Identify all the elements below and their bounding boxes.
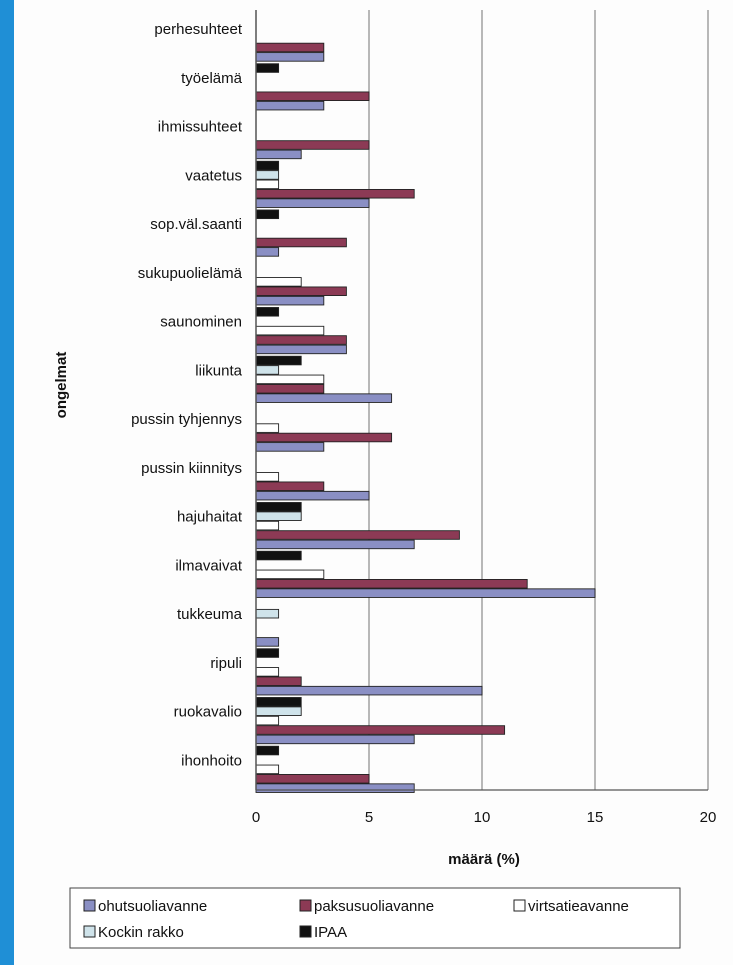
bar-ohutsuoliavanne xyxy=(255,588,596,598)
bar-virtsatieavanne xyxy=(255,277,302,287)
bar-paksusuoliavanne xyxy=(255,384,325,394)
bar-paksusuoliavanne xyxy=(255,237,347,248)
bar-ohutsuoliavanne xyxy=(255,100,325,111)
category-label: tukkeuma xyxy=(177,606,243,623)
category-label: työelämä xyxy=(181,70,243,87)
legend-label: paksusuoliavanne xyxy=(314,898,434,915)
bar-paksusuoliavanne xyxy=(255,481,325,492)
bar-virtsatieavanne xyxy=(255,179,280,190)
labels-layer: 0 5 10 15 20 perhesuhteet työelämä ihmissuhteet… xyxy=(131,21,716,826)
category-label: hajuhaitat xyxy=(177,509,243,526)
bar-kockin-rakko xyxy=(255,511,302,521)
bar-paksusuoliavanne xyxy=(255,725,506,735)
legend-swatch xyxy=(83,925,96,938)
bar-ipaa xyxy=(255,160,280,171)
bar-virtsatieavanne xyxy=(255,715,280,726)
bar-paksusuoliavanne xyxy=(255,530,460,540)
grid-layer xyxy=(368,10,709,790)
x-tick-label: 0 xyxy=(252,809,260,826)
bar-ipaa xyxy=(255,502,302,512)
bar-ohutsuoliavanne xyxy=(255,344,347,355)
category-label: perhesuhteet xyxy=(154,21,242,38)
bar-kockin-rakko xyxy=(255,365,280,375)
page-background xyxy=(14,0,733,965)
legend: ohutsuoliavanne paksusuoliavanne virtsatie… xyxy=(69,887,681,949)
legend-swatch xyxy=(299,925,312,938)
category-label: ilmavaivat xyxy=(175,557,243,574)
bar-ipaa xyxy=(255,209,280,220)
legend-label: IPAA xyxy=(314,924,347,941)
bar-ohutsuoliavanne xyxy=(255,539,415,550)
category-label: ripuli xyxy=(210,655,242,672)
bar-ohutsuoliavanne xyxy=(255,637,280,647)
x-tick-label: 15 xyxy=(587,809,604,826)
bar-paksusuoliavanne xyxy=(255,91,370,101)
bar-ipaa xyxy=(255,697,302,707)
bar-ohutsuoliavanne xyxy=(255,149,302,160)
bar-ipaa xyxy=(255,745,280,756)
bar-virtsatieavanne xyxy=(255,569,325,580)
x-axis-title: määrä (%) xyxy=(448,851,520,868)
x-tick-label: 10 xyxy=(474,809,491,826)
bar-ipaa xyxy=(255,648,280,658)
bar-ohutsuoliavanne xyxy=(255,295,325,306)
bar-ohutsuoliavanne xyxy=(255,783,415,793)
x-tick-label: 5 xyxy=(365,809,373,826)
bar-paksusuoliavanne xyxy=(255,774,370,784)
y-axis-title: ongelmat xyxy=(53,352,70,419)
category-label: saunominen xyxy=(160,314,242,331)
legend-box xyxy=(69,887,681,949)
category-label: ihmissuhteet xyxy=(158,119,243,136)
bar-virtsatieavanne xyxy=(255,520,280,531)
bar-ohutsuoliavanne xyxy=(255,393,393,403)
axis-layer xyxy=(255,10,708,791)
bar-virtsatieavanne xyxy=(255,423,280,433)
bar-paksusuoliavanne xyxy=(255,335,347,345)
bar-kockin-rakko xyxy=(255,170,280,180)
category-label: ruokavalio xyxy=(174,704,242,721)
bar-virtsatieavanne xyxy=(255,667,280,677)
category-label: sop.väl.saanti xyxy=(150,216,242,233)
bar-virtsatieavanne xyxy=(255,472,280,482)
category-label: ihonhoito xyxy=(181,752,242,769)
bar-virtsatieavanne xyxy=(255,764,280,775)
bar-kockin-rakko xyxy=(255,706,302,716)
bar-ohutsuoliavanne xyxy=(255,198,370,208)
category-label: liikunta xyxy=(195,362,242,379)
legend-label: Kockin rakko xyxy=(98,924,184,941)
category-label: pussin kiinnitys xyxy=(141,460,242,477)
legend-swatch xyxy=(513,899,526,912)
bar-ipaa xyxy=(255,355,302,366)
category-label: pussin tyhjennys xyxy=(131,411,242,428)
legend-label: ohutsuoliavanne xyxy=(98,898,207,915)
bar-ohutsuoliavanne xyxy=(255,52,325,62)
x-tick-label: 20 xyxy=(700,809,717,826)
bar-virtsatieavanne xyxy=(255,325,325,336)
bar-ipaa xyxy=(255,550,302,561)
bar-paksusuoliavanne xyxy=(255,432,393,443)
bar-paksusuoliavanne xyxy=(255,579,528,589)
bar-paksusuoliavanne xyxy=(255,188,415,199)
bar-ipaa xyxy=(255,63,280,73)
category-label: vaatetus xyxy=(185,167,242,184)
bar-ohutsuoliavanne xyxy=(255,442,325,452)
bar-chart: 0 5 10 15 20 perhesuhteet työelämä ihmissuhteet… xyxy=(53,10,716,949)
bar-virtsatieavanne xyxy=(255,374,325,385)
bar-ohutsuoliavanne xyxy=(255,734,415,745)
bar-paksusuoliavanne xyxy=(255,42,325,53)
bar-paksusuoliavanne xyxy=(255,140,370,150)
legend-swatch xyxy=(83,899,96,912)
bar-kockin-rakko xyxy=(255,608,280,619)
bars-layer xyxy=(255,42,596,793)
left-accent-bar xyxy=(0,0,14,965)
legend-label: virtsatieavanne xyxy=(528,898,629,915)
bar-paksusuoliavanne xyxy=(255,676,302,687)
bar-ipaa xyxy=(255,307,280,317)
bar-ohutsuoliavanne xyxy=(255,247,280,257)
category-label: sukupuolielämä xyxy=(138,265,243,282)
legend-swatch xyxy=(299,899,312,912)
bar-paksusuoliavanne xyxy=(255,286,347,297)
bar-ohutsuoliavanne xyxy=(255,685,483,696)
bar-ohutsuoliavanne xyxy=(255,490,370,501)
